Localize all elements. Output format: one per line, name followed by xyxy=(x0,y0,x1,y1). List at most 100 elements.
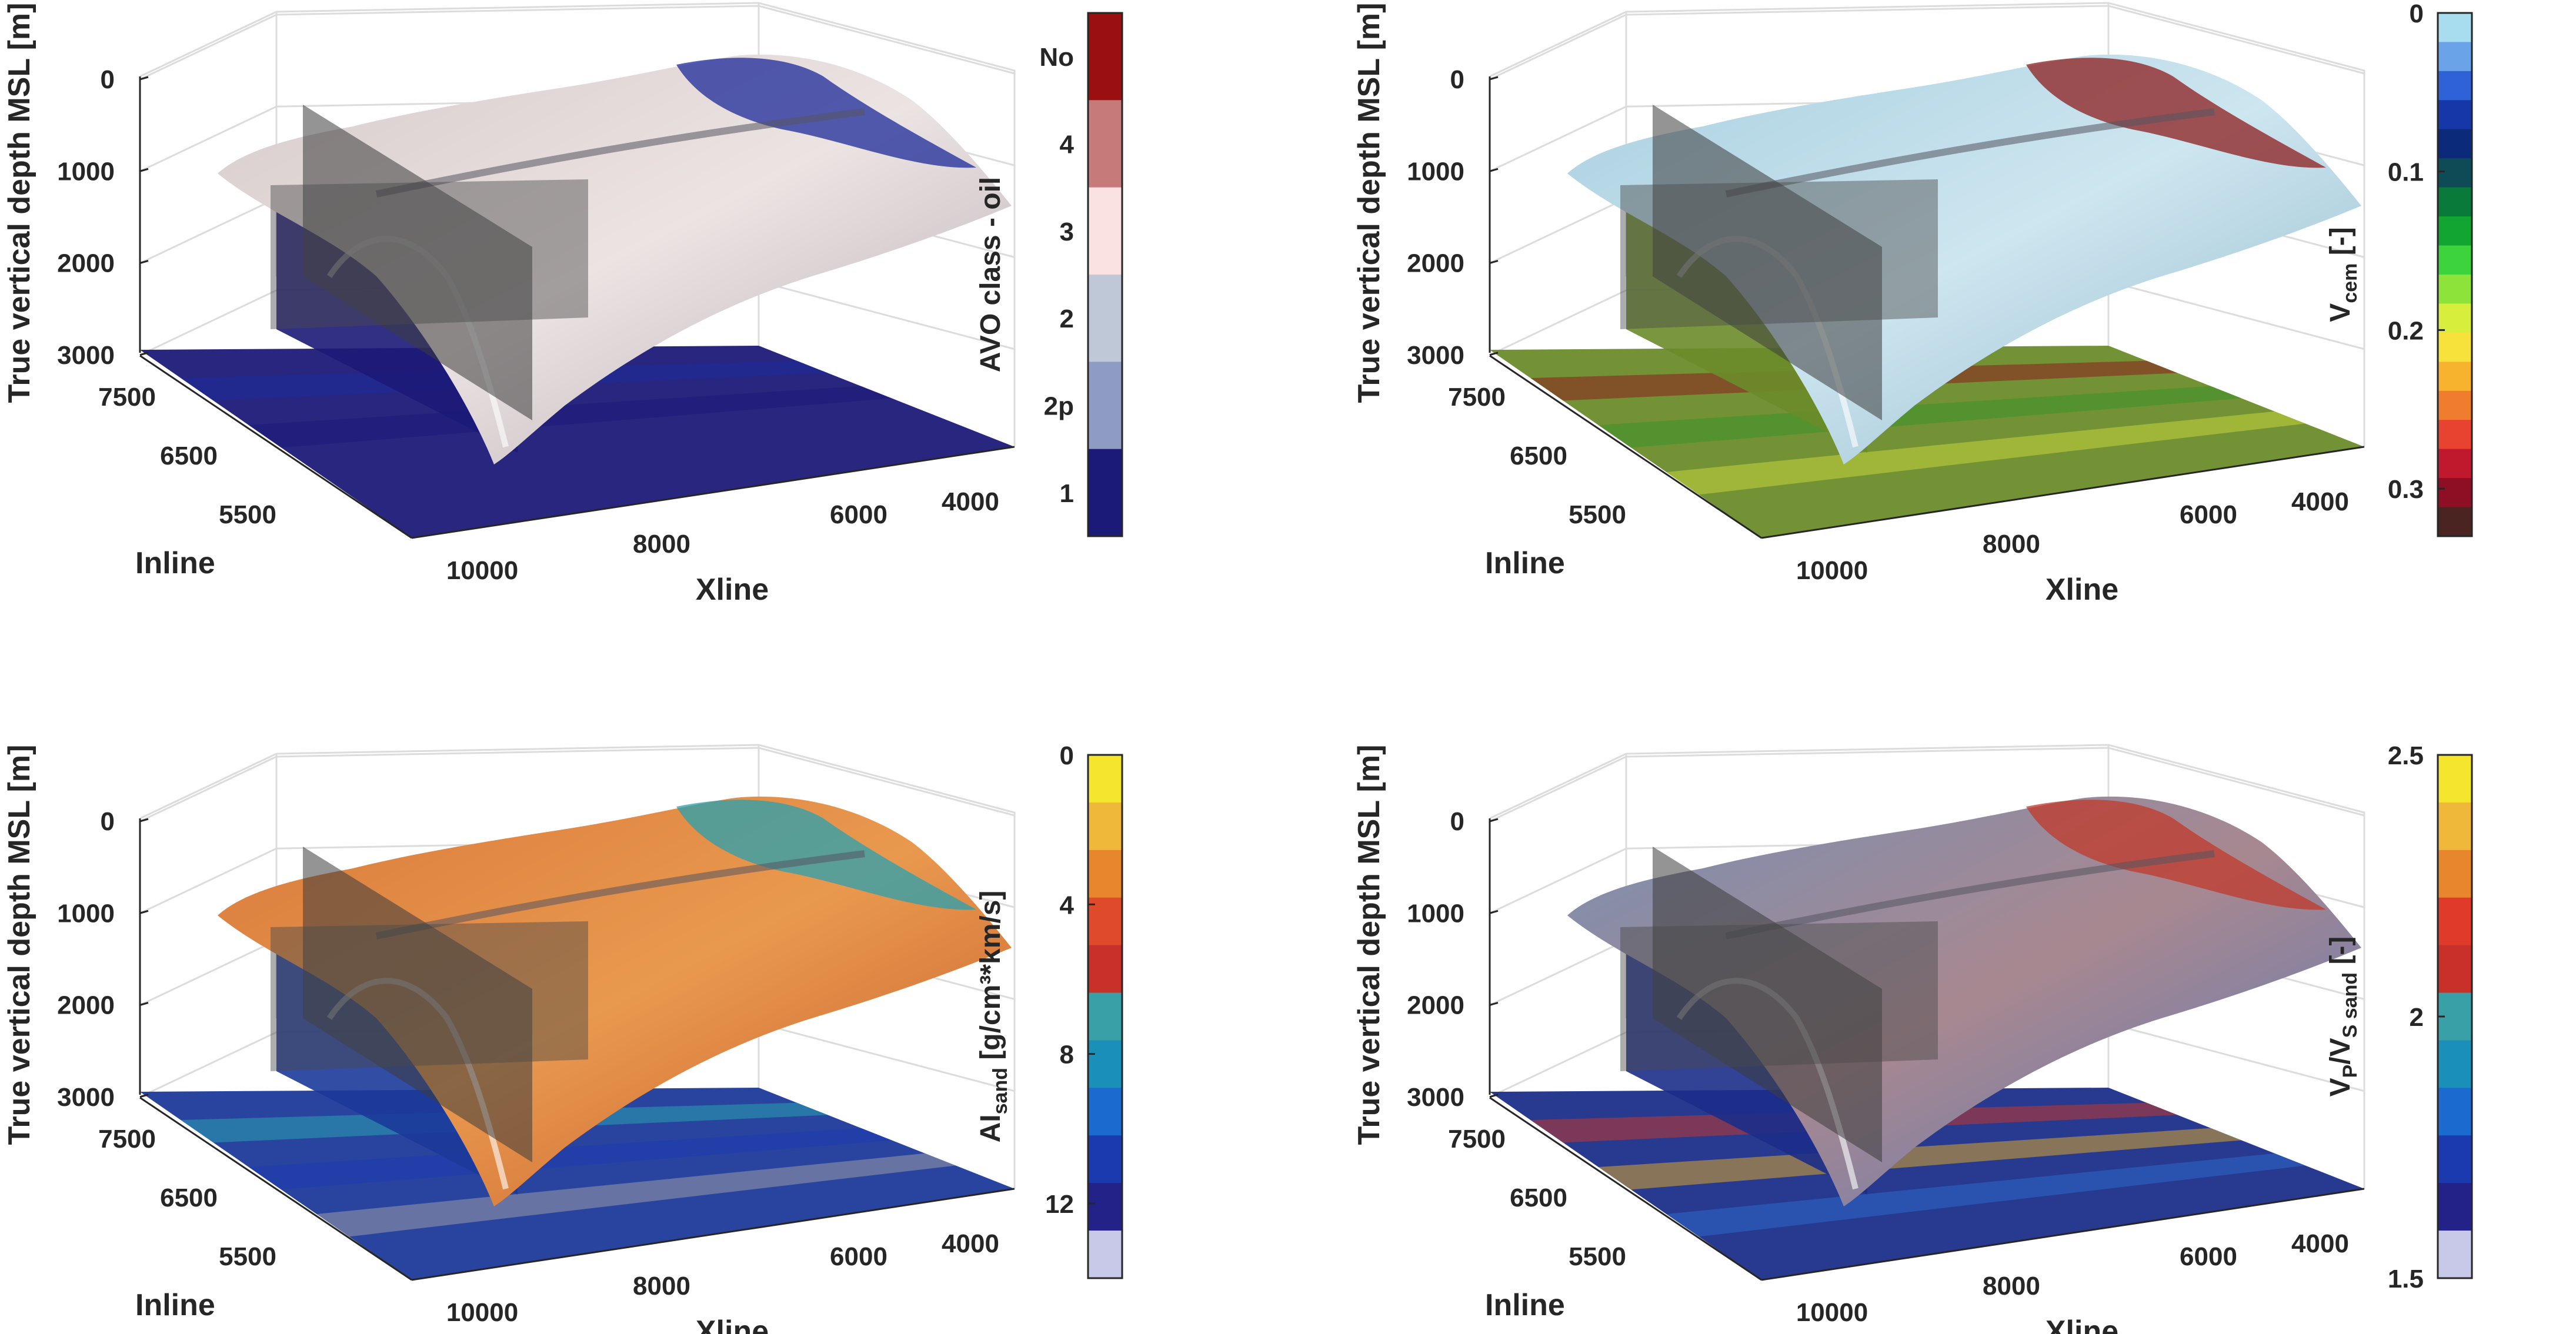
colorbar-segment xyxy=(1088,802,1122,851)
z-tick-label: 3000 xyxy=(1407,341,1464,370)
floor-texture-band xyxy=(1598,386,2242,448)
colorbar-segment xyxy=(2438,129,2472,159)
panel-bottom-left: 0 1000 2000 3000 True vertical depth MSL [m]… xyxy=(2,741,1123,1334)
y-axis-title: Inline xyxy=(1485,1288,1565,1322)
colorbar-tick-label: 4 xyxy=(1060,131,1075,159)
colorbar-segment xyxy=(2438,100,2472,130)
x-tick-label: 6000 xyxy=(830,500,887,529)
floor-texture-band xyxy=(1666,411,2305,495)
y-axis-line xyxy=(1489,1096,1762,1281)
colorbar-segment xyxy=(2438,507,2472,537)
inline-section xyxy=(271,921,588,1071)
y-tick-label: 7500 xyxy=(98,383,156,412)
panel-bottom-right: 0 1000 2000 3000 True vertical depth MSL [m]… xyxy=(1352,741,2473,1334)
floor-texture-band xyxy=(1666,1153,2305,1237)
colorbar-segment xyxy=(2438,802,2472,851)
inline-section xyxy=(271,179,588,329)
z-tick-label: 0 xyxy=(1450,807,1464,836)
x-axis-line xyxy=(411,1188,1015,1281)
channel-ridge xyxy=(375,850,865,940)
z-tick-label: 1000 xyxy=(57,899,115,928)
y-axis-line xyxy=(139,1096,412,1281)
x-tick-label: 4000 xyxy=(2291,1229,2349,1258)
horizon-surface xyxy=(1567,796,2361,1206)
colorbar-title-suffix: [-] xyxy=(2325,227,2356,263)
x-tick-label: 10000 xyxy=(1796,1298,1868,1327)
y-tick-label: 7500 xyxy=(1448,1125,1506,1154)
y-tick-label: 6500 xyxy=(1510,442,1567,470)
colorbar-tick-label: 2 xyxy=(1060,305,1074,333)
z-tick-label: 0 xyxy=(101,65,115,94)
colorbar-title-suffix: [g/cm³*km/s] xyxy=(975,891,1006,1068)
colorbar-segment xyxy=(2438,245,2472,275)
z-tick-mark xyxy=(1489,818,1499,823)
z-tick-label: 1000 xyxy=(1407,157,1464,186)
colorbar-tick-label: 0.2 xyxy=(2388,316,2424,345)
colorbar-segment xyxy=(1088,187,1122,275)
colorbar-segment xyxy=(2438,362,2472,392)
z-tick-mark xyxy=(139,168,149,172)
z-tick-label: 1000 xyxy=(57,157,115,186)
colorbar-segment xyxy=(1088,362,1122,450)
colorbar-tick-label: 2 xyxy=(2410,1003,2424,1032)
y-tick-label: 5500 xyxy=(1569,1242,1626,1271)
x-axis-title: Xline xyxy=(696,573,769,607)
z-tick-label: 0 xyxy=(101,807,115,836)
xline-section xyxy=(303,847,532,1162)
x-tick-label: 8000 xyxy=(633,530,690,559)
colorbar-segment xyxy=(2438,449,2472,479)
x-axis-line xyxy=(1761,1188,2365,1281)
colorbar-segment xyxy=(2438,1135,2472,1183)
colorbar-tick-label: 4 xyxy=(1060,891,1075,920)
colorbar-segment xyxy=(2438,187,2472,217)
colorbar-segment xyxy=(2438,275,2472,305)
colorbar-title-main: AI xyxy=(975,1114,1006,1142)
x-tick-label: 4000 xyxy=(942,487,999,516)
panel-top-left: 0 1000 2000 3000 True vertical depth MSL [m]… xyxy=(2,2,1123,607)
z-tick-mark xyxy=(1489,260,1499,264)
x-tick-label: 10000 xyxy=(446,556,518,585)
z-tick-mark xyxy=(1489,910,1499,914)
colorbar-title: VP/VS sand [-] xyxy=(2325,937,2361,1097)
colorbar-segment xyxy=(1088,1183,1122,1231)
colorbar-tick-label: 8 xyxy=(1060,1041,1074,1069)
depth-gridline xyxy=(1489,5,2365,81)
z-tick-label: 2000 xyxy=(57,991,115,1020)
colorbar-segment xyxy=(2438,390,2472,420)
colorbar-tick-label: 0.3 xyxy=(2388,475,2424,504)
y-tick-label: 7500 xyxy=(1448,383,1506,412)
y-axis-title: Inline xyxy=(135,546,215,580)
colorbar: 0 4 8 12 AIsand [g/cm³*km/s] xyxy=(975,741,1123,1279)
colorbar-frame xyxy=(2437,12,2473,537)
y-axis-title: Inline xyxy=(1485,546,1565,580)
horizon-surface xyxy=(218,796,1012,1206)
z-tick-mark xyxy=(139,910,149,914)
colorbar-title-main: V xyxy=(2325,303,2356,322)
colorbar-segment xyxy=(1088,1231,1122,1279)
colorbar-segment xyxy=(1088,100,1122,188)
z-tick-label: 0 xyxy=(1450,65,1464,94)
colorbar-title: AIsand [g/cm³*km/s] xyxy=(975,891,1012,1143)
colorbar-title-suffix: [-] xyxy=(2325,937,2356,972)
colorbar-tick-label: 0 xyxy=(2410,0,2424,28)
floor-texture-band xyxy=(248,1128,892,1190)
x-axis-line xyxy=(1761,446,2365,539)
colorbar-segment xyxy=(2438,332,2472,362)
xline-section xyxy=(303,105,532,420)
z-tick-mark xyxy=(1489,168,1499,172)
x-axis-title: Xline xyxy=(696,1315,769,1334)
colorbar-frame xyxy=(1087,12,1123,537)
floor-texture-band xyxy=(248,386,892,448)
colorbar-tick-label: 2p xyxy=(1044,392,1074,421)
colorbar-tick-label: No xyxy=(1039,43,1074,72)
inline-section xyxy=(1620,179,1938,329)
z-tick-mark xyxy=(1489,1094,1499,1098)
surface-accent-patch xyxy=(2026,58,2326,168)
x-tick-label: 8000 xyxy=(1983,1272,2040,1300)
x-axis-line xyxy=(411,446,1015,539)
z-tick-mark xyxy=(139,1094,149,1098)
colorbar: 1 2p 2 3 4 No AVO class - oil xyxy=(975,12,1123,537)
colorbar-tick-label: 0.1 xyxy=(2388,158,2424,187)
panel-top-right: 0 1000 2000 3000 True vertical depth MSL [m]… xyxy=(1352,0,2473,607)
y-tick-label: 6500 xyxy=(160,442,218,470)
